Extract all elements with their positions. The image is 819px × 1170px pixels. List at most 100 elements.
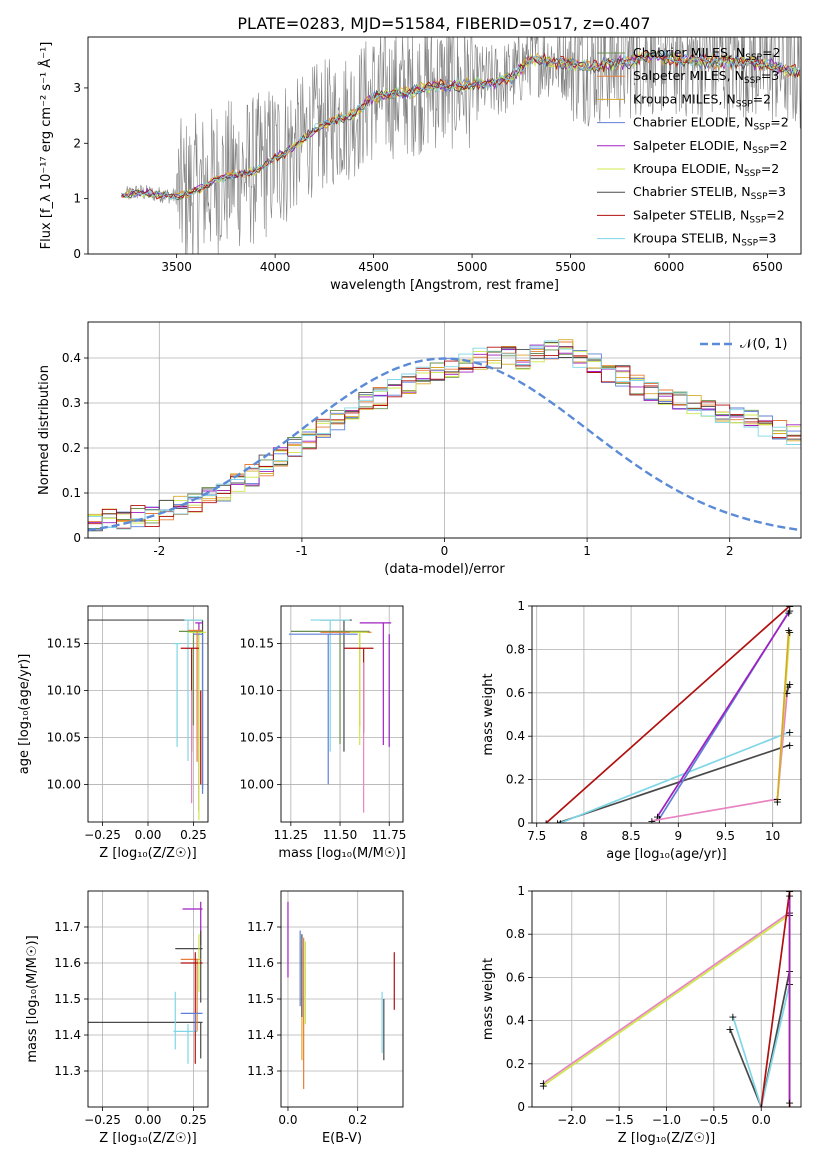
error-bars xyxy=(88,901,203,1064)
y-tick-label: 0.2 xyxy=(62,441,81,455)
x-tick-label: 0 xyxy=(441,544,449,558)
model-spectrum-line xyxy=(121,50,801,201)
y-tick-label: 11.5 xyxy=(247,992,274,1006)
x-tick-label: 0.0 xyxy=(752,1113,771,1127)
mass-weight-marker: + xyxy=(785,600,794,613)
axes-frame xyxy=(280,890,404,1108)
x-tick-label: 4500 xyxy=(358,260,389,274)
mass-weight-line xyxy=(542,914,791,1087)
y-tick-label: 10.15 xyxy=(240,637,274,651)
legend-label: Chabrier MILES, NSSP=2 xyxy=(633,45,781,63)
x-tick-label: −2.0 xyxy=(557,1113,586,1127)
mass-weight-marker: + xyxy=(785,739,794,752)
x-axis-label: (data-model)/error xyxy=(384,562,505,577)
x-tick-label: −0.25 xyxy=(84,1113,121,1127)
residual-histogram-step xyxy=(88,341,801,538)
x-axis-label: mass [log₁₀(M/M☉)] xyxy=(278,846,405,861)
x-tick-label: −1.0 xyxy=(652,1113,681,1127)
x-tick-label: 6000 xyxy=(654,260,685,274)
mass-weight-line xyxy=(651,686,789,822)
x-tick-label: 5000 xyxy=(457,260,488,274)
y-tick-label: 0.4 xyxy=(506,1014,525,1028)
mass-weight-marker: + xyxy=(773,795,782,808)
error-bars xyxy=(288,619,392,813)
mass-weight-marker: + xyxy=(647,815,656,828)
mass-weight-marker: + xyxy=(785,604,794,617)
x-tick-label: −0.25 xyxy=(84,828,121,842)
observed-spectrum-line xyxy=(125,37,801,254)
y-axis-label: Normed distribution xyxy=(37,365,52,495)
y-tick-label: 11.4 xyxy=(247,1028,274,1042)
y-tick-label: 1 xyxy=(73,192,81,206)
mass-weight-marker: + xyxy=(553,817,562,830)
y-tick-label: 1 xyxy=(517,884,525,898)
residual-histogram-step xyxy=(88,345,801,538)
figure-title: PLATE=0283, MJD=51584, FIBERID=0517, z=0… xyxy=(237,14,650,33)
mass-weight-marker: + xyxy=(785,1101,794,1114)
y-tick-label: 0.8 xyxy=(506,927,525,941)
legend-label: Salpeter STELIB, NSSP=2 xyxy=(633,207,785,225)
mass-weight-marker: + xyxy=(784,624,793,637)
legend-label: Kroupa MILES, NSSP=2 xyxy=(633,91,771,109)
x-tick-label: 9 xyxy=(674,829,682,843)
y-tick-label: 0.4 xyxy=(62,351,81,365)
y-tick-label: 10.05 xyxy=(47,730,81,744)
x-axis-label: Z [log₁₀(Z/Z☉)] xyxy=(618,1131,715,1146)
mass-weight-marker: + xyxy=(728,1010,737,1023)
x-tick-label: 11.50 xyxy=(323,828,357,842)
lines: +++++++++++++++ xyxy=(539,889,794,1114)
mass-weight-marker: + xyxy=(785,726,794,739)
mass-weight-line xyxy=(542,911,791,1084)
axes-frame xyxy=(87,890,209,1108)
y-tick-label: 0.2 xyxy=(506,773,525,787)
x-tick-label: 0.2 xyxy=(348,1113,367,1127)
x-axis-label: age [log₁₀(age/yr)] xyxy=(606,847,727,862)
x-tick-label: -1 xyxy=(296,544,308,558)
mass-vs-metallicity-panel: −0.25 0.00 0.25 11.3 11.4 11.5 11.6 11.7 Z [log₁… xyxy=(25,890,209,1146)
mass-weight-marker: + xyxy=(556,817,565,830)
y-tick-label: 11.6 xyxy=(247,956,274,970)
y-tick-label: 11.6 xyxy=(54,956,81,970)
x-tick-label: 8 xyxy=(580,829,588,843)
x-tick-label: −1.5 xyxy=(605,1113,634,1127)
legend-label: Kroupa STELIB, NSSP=3 xyxy=(633,231,777,249)
y-tick-label: 11.5 xyxy=(54,992,81,1006)
mass-weight-line xyxy=(545,606,791,823)
mass-weight-marker: + xyxy=(655,813,664,826)
y-axis-label: mass [log₁₀(M/M☉)] xyxy=(25,935,40,1062)
x-tick-label: 9.5 xyxy=(716,829,735,843)
y-tick-label: 1 xyxy=(517,599,525,613)
y-tick-label: 2 xyxy=(73,136,81,150)
mass-weight-marker: + xyxy=(757,1101,766,1114)
mass-weight-marker: + xyxy=(539,1077,548,1090)
x-tick-label: 1 xyxy=(583,544,591,558)
axes-frame xyxy=(87,36,802,255)
y-tick-label: 10.00 xyxy=(47,777,81,791)
x-tick-label: 2 xyxy=(726,544,734,558)
y-tick-label: 0.3 xyxy=(62,396,81,410)
x-axis-label: E(B-V) xyxy=(322,1131,362,1146)
error-bars xyxy=(88,619,207,821)
error-bars xyxy=(287,901,395,1089)
legend-label: Salpeter ELODIE, NSSP=2 xyxy=(633,138,787,156)
axes-frame xyxy=(87,321,802,539)
mass-weight-marker: + xyxy=(785,889,794,902)
legend-label: Chabrier STELIB, NSSP=3 xyxy=(633,184,786,202)
axes-frame xyxy=(531,605,802,824)
y-axis-label: age [log₁₀(age/yr)] xyxy=(17,654,32,775)
mass-weight-marker: + xyxy=(653,810,662,823)
x-tick-label: 8.5 xyxy=(622,829,641,843)
x-tick-label: 6500 xyxy=(752,260,783,274)
legend-label: Kroupa ELODIE, NSSP=2 xyxy=(633,161,779,179)
age-vs-metallicity-panel: −0.25 0.00 0.25 10.00 10.05 10.10 10.15 Z [log₁… xyxy=(17,605,209,861)
axes-frame xyxy=(87,605,209,823)
x-tick-label: 7.5 xyxy=(527,829,546,843)
spectrum-panel: 3500 4000 4500 5000 5500 6000 6500 0 1 2 3 waveleng… xyxy=(38,36,802,293)
age-vs-mass-panel: 11.25 11.50 11.75 10.00 10.05 10.10 10.15 mass … xyxy=(240,605,406,861)
y-tick-label: 0.2 xyxy=(506,1057,525,1071)
y-tick-label: 11.7 xyxy=(247,920,274,934)
mass-weight-marker: + xyxy=(542,817,551,830)
y-tick-label: 11.4 xyxy=(54,1028,81,1042)
y-tick-label: 11.7 xyxy=(54,920,81,934)
